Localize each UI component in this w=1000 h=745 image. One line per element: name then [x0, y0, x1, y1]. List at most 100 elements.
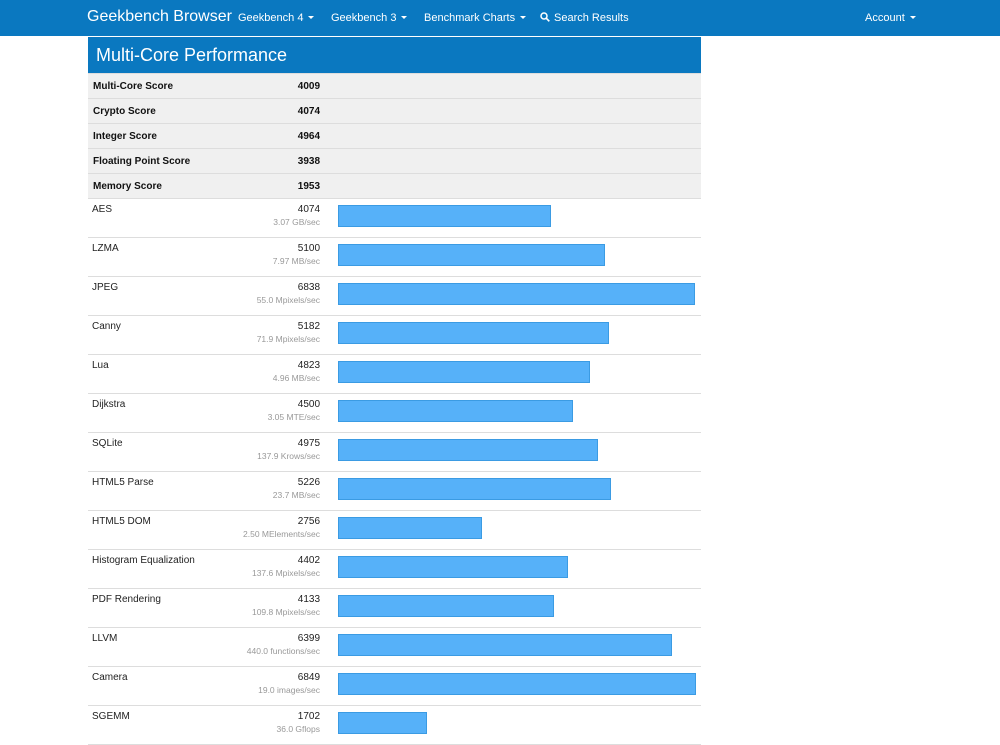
benchmark-cell: Camera 6849 19.0 images/sec — [88, 666, 330, 706]
summary-value-cell: 3938 — [298, 148, 702, 174]
benchmark-row: HTML5 Parse 5226 23.7 MB/sec — [88, 471, 702, 511]
benchmark-cell: Dijkstra 4500 3.05 MTE/sec — [88, 393, 330, 433]
benchmark-name: HTML5 Parse — [92, 477, 154, 488]
benchmark-rate: 19.0 images/sec — [258, 685, 321, 695]
bar-cell — [329, 432, 702, 472]
nav-account-dropdown[interactable]: Account — [865, 0, 916, 36]
brand-link[interactable]: Geekbench Browser — [87, 8, 232, 25]
bar-cell — [329, 393, 702, 433]
nav-search-results[interactable]: Search Results — [540, 0, 629, 36]
caret-down-icon — [401, 16, 408, 19]
benchmark-row: SQLite 4975 137.9 Krows/sec — [88, 432, 702, 472]
benchmark-score: 4133 — [297, 594, 321, 605]
benchmark-name: HTML5 DOM — [92, 516, 151, 527]
bar-cell — [329, 237, 702, 277]
benchmark-cell: Lua 4823 4.96 MB/sec — [88, 354, 330, 394]
benchmark-name: AES — [92, 204, 113, 215]
caret-down-icon — [909, 16, 916, 19]
summary-label: Memory Score — [88, 173, 330, 199]
benchmark-rate: 137.9 Krows/sec — [257, 451, 321, 461]
benchmark-rate: 7.97 MB/sec — [272, 256, 321, 266]
benchmark-rate: 71.9 Mpixels/sec — [256, 334, 321, 344]
benchmark-name: Canny — [92, 321, 121, 332]
multi-core-performance-panel: Multi-Core Performance Multi-Core Score 4… — [88, 37, 702, 745]
benchmark-row: LLVM 6399 440.0 functions/sec — [88, 627, 702, 667]
search-icon — [540, 12, 550, 22]
benchmark-name: Histogram Equalization — [92, 555, 195, 566]
score-bar — [338, 556, 569, 578]
score-bar — [338, 244, 606, 266]
benchmark-score: 4823 — [297, 360, 321, 371]
summary-row: Crypto Score 4074 — [88, 98, 702, 124]
benchmark-row: AES 4074 3.07 GB/sec — [88, 198, 702, 238]
benchmark-rate: 4.96 MB/sec — [272, 373, 321, 383]
benchmark-score: 4074 — [297, 204, 321, 215]
benchmark-rate: 2.50 MElements/sec — [243, 529, 321, 539]
benchmark-name: SQLite — [92, 438, 123, 449]
benchmark-score: 1702 — [297, 711, 321, 722]
benchmark-score: 4500 — [297, 399, 321, 410]
benchmark-cell: LLVM 6399 440.0 functions/sec — [88, 627, 330, 667]
benchmark-cell: PDF Rendering 4133 109.8 Mpixels/sec — [88, 588, 330, 628]
benchmark-name: Dijkstra — [92, 399, 126, 410]
scores-table: Multi-Core Score 4009 Crypto Score 4074 Inte… — [88, 73, 702, 745]
benchmark-score: 5100 — [297, 243, 321, 254]
benchmark-cell: HTML5 DOM 2756 2.50 MElements/sec — [88, 510, 330, 550]
panel-title: Multi-Core Performance — [88, 37, 701, 73]
score-bar — [338, 673, 697, 695]
bar-cell — [329, 354, 702, 394]
nav-geekbench3-dropdown[interactable]: Geekbench 3 — [331, 0, 408, 36]
score-bar — [338, 439, 599, 461]
benchmark-row: HTML5 DOM 2756 2.50 MElements/sec — [88, 510, 702, 550]
summary-label: Floating Point Score — [88, 148, 330, 174]
nav-benchmark-charts-label: Benchmark Charts — [424, 12, 516, 24]
summary-value-cell: 1953 — [298, 173, 702, 199]
benchmark-scores: AES 4074 3.07 GB/sec LZMA 5100 7.97 MB/sec JPE… — [88, 198, 702, 745]
benchmark-name: SGEMM — [92, 711, 130, 722]
benchmark-rate: 109.8 Mpixels/sec — [251, 607, 321, 617]
benchmark-rate: 23.7 MB/sec — [272, 490, 321, 500]
nav-benchmark-charts-dropdown[interactable]: Benchmark Charts — [424, 0, 527, 36]
nav-geekbench3-label: Geekbench 3 — [331, 12, 397, 24]
nav-account-label: Account — [865, 12, 905, 24]
summary-row: Integer Score 4964 — [88, 123, 702, 149]
score-bar — [338, 478, 612, 500]
summary-value: 3938 — [297, 155, 321, 167]
summary-label: Crypto Score — [88, 98, 330, 124]
score-bar — [338, 400, 574, 422]
benchmark-cell: SGEMM 1702 36.0 Gflops — [88, 705, 330, 745]
caret-down-icon — [308, 16, 315, 19]
benchmark-score: 4402 — [297, 555, 321, 566]
bar-cell — [329, 549, 702, 589]
summary-label: Multi-Core Score — [88, 73, 330, 99]
top-navbar: Geekbench Browser Geekbench 4 Geekbench … — [0, 0, 1000, 36]
benchmark-row: LZMA 5100 7.97 MB/sec — [88, 237, 702, 277]
benchmark-score: 4975 — [297, 438, 321, 449]
bar-cell — [329, 471, 702, 511]
score-bar — [338, 634, 673, 656]
benchmark-row: Dijkstra 4500 3.05 MTE/sec — [88, 393, 702, 433]
score-bar — [338, 517, 483, 539]
benchmark-name: PDF Rendering — [92, 594, 161, 605]
benchmark-score: 5182 — [297, 321, 321, 332]
bar-cell — [329, 627, 702, 667]
benchmark-cell: SQLite 4975 137.9 Krows/sec — [88, 432, 330, 472]
benchmark-score: 5226 — [297, 477, 321, 488]
caret-down-icon — [520, 16, 527, 19]
bar-cell — [329, 510, 702, 550]
benchmark-row: SGEMM 1702 36.0 Gflops — [88, 705, 702, 745]
benchmark-score: 2756 — [297, 516, 321, 527]
nav-search-results-label: Search Results — [554, 12, 629, 24]
bar-cell — [329, 198, 702, 238]
benchmark-row: Camera 6849 19.0 images/sec — [88, 666, 702, 706]
summary-value: 4074 — [297, 105, 321, 117]
benchmark-name: Camera — [92, 672, 128, 683]
nav-geekbench4-dropdown[interactable]: Geekbench 4 — [238, 0, 315, 36]
benchmark-cell: AES 4074 3.07 GB/sec — [88, 198, 330, 238]
benchmark-rate: 36.0 Gflops — [276, 724, 321, 734]
summary-scores: Multi-Core Score 4009 Crypto Score 4074 Inte… — [88, 73, 702, 199]
summary-value-cell: 4009 — [298, 73, 702, 99]
bar-cell — [329, 666, 702, 706]
benchmark-score: 6849 — [297, 672, 321, 683]
bar-cell — [329, 276, 702, 316]
